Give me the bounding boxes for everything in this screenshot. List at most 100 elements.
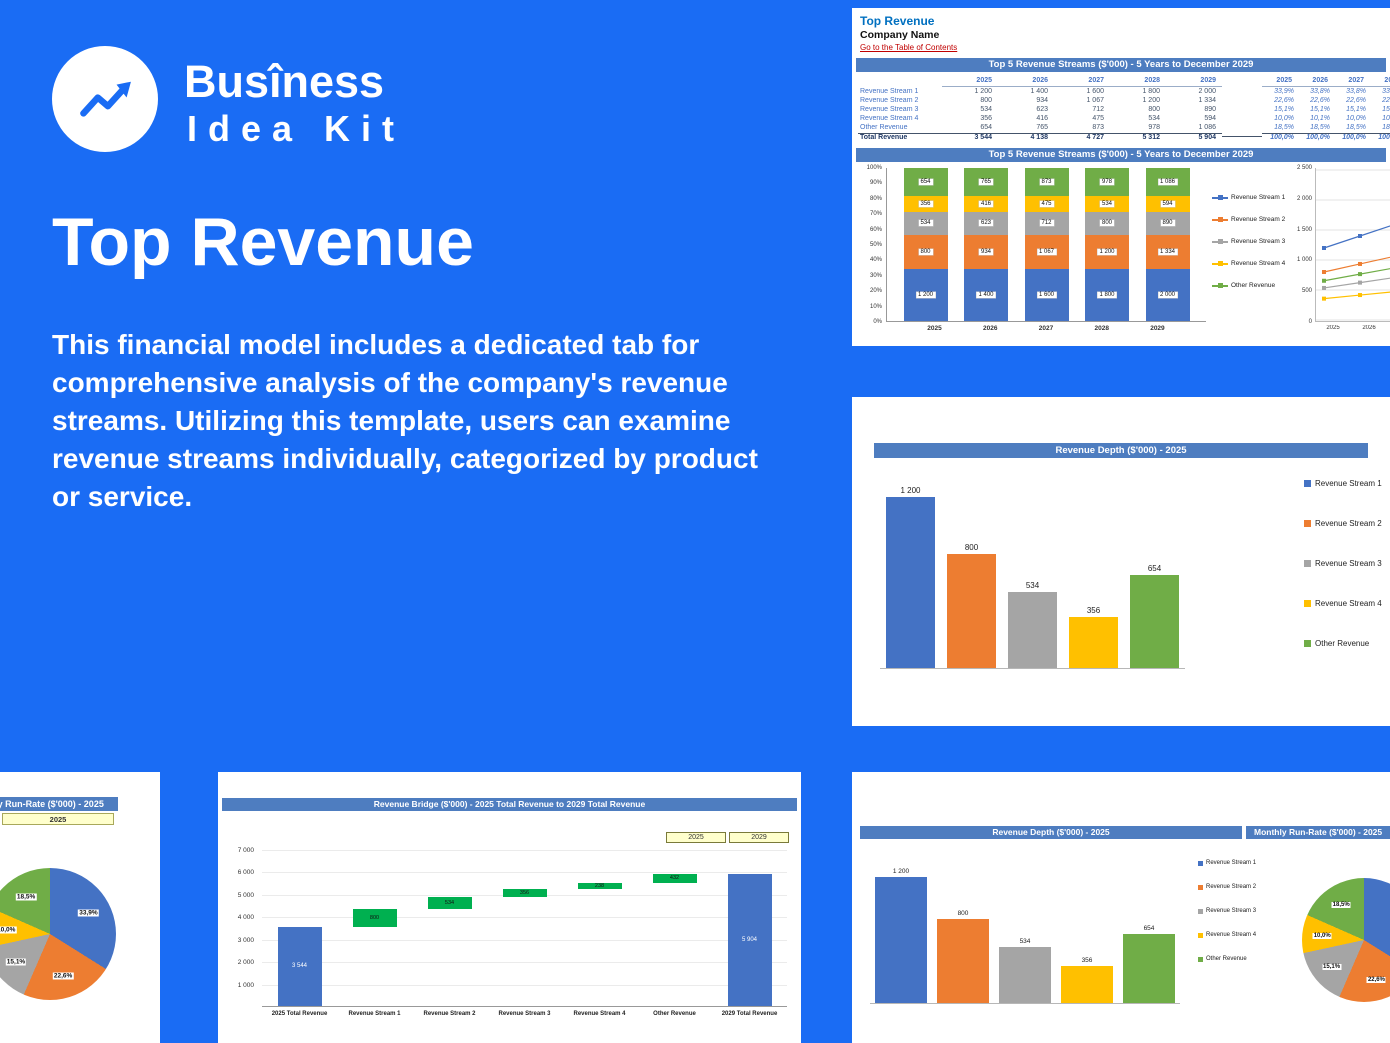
value-cell: 534 xyxy=(1148,115,1160,122)
legend-item: Revenue Stream 2 xyxy=(1198,884,1256,890)
legend-label: Other Revenue xyxy=(1231,282,1276,289)
legend-line-marker xyxy=(1212,283,1228,288)
stacked-column: 765 416 623 934 1 400 xyxy=(964,168,1008,321)
bar-rect xyxy=(947,554,996,668)
revenue-bridge-header: Revenue Bridge ($'000) - 2025 Total Reve… xyxy=(222,798,797,811)
y-tick: 2 000 xyxy=(1296,195,1312,202)
value-cell: 800 xyxy=(980,97,992,104)
waterfall-bar: 238 xyxy=(577,883,622,889)
pct-year-header: 2028 xyxy=(1370,75,1390,87)
pie-chart xyxy=(1302,878,1390,1002)
total-value-cell: 5 312 xyxy=(1110,132,1166,141)
pct-cell: 15,1% xyxy=(1274,106,1294,113)
revenue-depth-header: Revenue Depth ($'000) - 2025 xyxy=(874,443,1368,458)
pie-label: 10,0% xyxy=(0,926,17,934)
bar-rect xyxy=(1061,965,1113,1003)
run-rate-panel: Monthly Run-Rate ($'000) - 2025 2025 33,… xyxy=(0,772,160,1043)
stacked-chart-y-axis: 100% 90% 80% 70% 60% 50% 40% 30% 20% 10% 0% xyxy=(856,165,882,325)
table-row: Other Revenue 654 765 873 978 1 086 18,5% 18,5%… xyxy=(858,123,1390,132)
year-selector-cell[interactable]: 2025 xyxy=(666,832,726,843)
waterfall-bar: 534 xyxy=(427,896,472,909)
year-selector-cell[interactable]: 2025 xyxy=(2,813,114,825)
waterfall-bar-label: 534 xyxy=(444,899,455,906)
legend-label: Revenue Stream 3 xyxy=(1315,559,1382,568)
revenue-bridge-panel: Revenue Bridge ($'000) - 2025 Total Reve… xyxy=(218,772,801,1043)
waterfall-bar: 5 904 xyxy=(727,873,772,1006)
waterfall-x-axis: 2025 Total Revenue Revenue Stream 1 Revenu… xyxy=(262,1011,787,1018)
legend-label: Other Revenue xyxy=(1315,639,1370,648)
y-tick: 1 000 xyxy=(1296,257,1312,264)
y-tick: 20% xyxy=(869,288,882,295)
bar-rect xyxy=(886,497,935,668)
value-cell: 1 800 xyxy=(1142,88,1160,95)
pct-cell: 18,5% xyxy=(1382,124,1390,131)
legend-line-marker xyxy=(1212,239,1228,244)
x-tick: 2026 xyxy=(1362,325,1376,331)
table-of-contents-link[interactable]: Go to the Table of Contents xyxy=(860,43,958,52)
segment-label: 1 200 xyxy=(1097,248,1117,255)
year-selector-cell[interactable]: 2029 xyxy=(729,832,789,843)
x-tick: 2027 xyxy=(1038,325,1054,332)
legend-label: Revenue Stream 3 xyxy=(1231,238,1286,245)
segment-label: 475 xyxy=(1039,200,1054,207)
bar: 534 xyxy=(999,856,1051,1003)
legend-square-marker xyxy=(1304,600,1311,607)
x-tick: Revenue Stream 3 xyxy=(498,1011,551,1017)
value-cell: 978 xyxy=(1148,124,1160,131)
x-tick: 2029 Total Revenue xyxy=(721,1011,778,1017)
value-cell: 534 xyxy=(980,106,992,113)
value-cell: 1 334 xyxy=(1198,97,1216,104)
y-tick: 1 500 xyxy=(1296,226,1312,233)
pct-cell: 10,0% xyxy=(1274,115,1294,122)
value-cell: 1 200 xyxy=(974,88,992,95)
total-pct-cell: 100,0% xyxy=(1298,132,1334,141)
bar-segment: 1 200 xyxy=(903,269,948,321)
bar-segment: 416 xyxy=(964,196,1008,212)
y-tick: 3 000 xyxy=(237,936,254,944)
y-tick: 6 000 xyxy=(237,869,254,877)
pct-year-header: 2027 xyxy=(1334,75,1370,87)
waterfall-bar: 356 xyxy=(502,888,547,897)
bar-segment: 934 xyxy=(964,234,1008,270)
y-tick: 5 000 xyxy=(237,891,254,899)
segment-label: 800 xyxy=(1099,220,1115,227)
pct-cell: 10,1% xyxy=(1310,115,1330,122)
segment-label: 890 xyxy=(1160,220,1175,227)
segment-label: 534 xyxy=(918,220,933,227)
value-cell: 1 086 xyxy=(1198,124,1216,131)
y-tick: 40% xyxy=(869,257,882,264)
page-title: Top Revenue xyxy=(52,204,474,280)
legend-item: Revenue Stream 4 xyxy=(1212,260,1290,267)
revenue-depth-legend-small: Revenue Stream 1 Revenue Stream 2 Revenue … xyxy=(1198,860,1256,980)
y-tick: 50% xyxy=(869,241,882,248)
value-cell: 475 xyxy=(1092,115,1104,122)
legend-square-marker xyxy=(1198,932,1203,938)
segment-label: 654 xyxy=(918,179,933,186)
legend-square-marker xyxy=(1304,480,1311,487)
value-cell: 934 xyxy=(1036,97,1048,104)
table-row: Revenue Stream 2 800 934 1 067 1 200 1 334 22,… xyxy=(858,96,1390,105)
bar-rect xyxy=(1069,617,1118,668)
pct-cell: 33,8% xyxy=(1346,88,1366,95)
bar-segment: 356 xyxy=(903,196,948,212)
brand-name-line1: Busîness xyxy=(184,56,385,107)
year-header: 2028 xyxy=(1110,75,1166,87)
y-tick: 1 000 xyxy=(237,981,254,989)
gridline xyxy=(262,984,787,986)
bar-value-label: 654 xyxy=(1147,564,1162,574)
segment-label: 978 xyxy=(1099,179,1115,186)
x-tick: 2025 xyxy=(1326,325,1340,331)
legend-item: Revenue Stream 3 xyxy=(1212,238,1290,245)
y-tick: 0 xyxy=(1308,318,1312,325)
depth-and-run-rate-panel: Revenue Depth ($'000) - 2025 Monthly Run… xyxy=(852,772,1390,1043)
legend-square-marker xyxy=(1304,560,1311,567)
stacked-chart-legend: Revenue Stream 1 Revenue Stream 2 Revenue … xyxy=(1212,194,1290,304)
waterfall-bar: 800 xyxy=(352,908,397,927)
company-name: Company Name xyxy=(860,29,940,41)
pct-cell: 33,8% xyxy=(1310,88,1330,95)
value-cell: 890 xyxy=(1204,106,1216,113)
stacked-column: 978 534 800 1 200 1 800 xyxy=(1085,168,1129,321)
bar: 534 xyxy=(1008,469,1057,668)
total-value-cell: 4 138 xyxy=(998,132,1054,141)
waterfall-bar-label: 3 544 xyxy=(291,963,308,970)
